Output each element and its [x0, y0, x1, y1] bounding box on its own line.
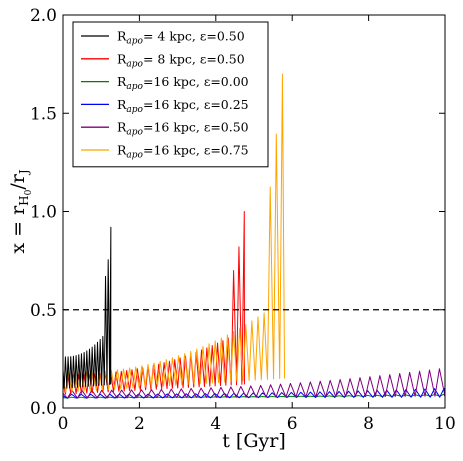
legend-label: Rapo=16 kpc, ε=0.50 [117, 120, 249, 138]
legend-label: Rapo=16 kpc, ε=0.25 [117, 97, 249, 115]
x-tick-label: 2 [134, 414, 145, 434]
legend-frame [72, 21, 269, 168]
x-tick-label: 4 [210, 414, 221, 434]
series-line-4 [62, 368, 446, 399]
y-axis-label: x = rH0/rJ [7, 169, 34, 253]
ticks-layer: 0 2 4 6 8 10 0.0 0.5 1.0 1.5 2.0 [30, 6, 456, 434]
x-tick-label: 0 [58, 414, 69, 434]
y-tick-label: 1.0 [30, 203, 57, 223]
legend-label: Rapo=16 kpc, ε=0.75 [117, 143, 249, 161]
x-tick-label: 6 [287, 414, 298, 434]
y-tick-label: 1.5 [30, 104, 57, 124]
series-layer [62, 73, 446, 399]
y-tick-label: 2.0 [30, 6, 57, 26]
x-tick-label: 8 [363, 414, 374, 434]
x-axis-label: t [Gyr] [222, 430, 286, 452]
legend-label: Rapo=16 kpc, ε=0.00 [117, 74, 249, 92]
legend: Rapo= 4 kpc, ε=0.50 Rapo= 8 kpc, ε=0.50 Ra… [72, 21, 269, 168]
legend-label: Rapo= 8 kpc, ε=0.50 [117, 51, 245, 69]
legend-label: Rapo= 4 kpc, ε=0.50 [117, 29, 245, 47]
y-tick-label: 0.5 [30, 301, 57, 321]
y-tick-label: 0.0 [30, 399, 57, 419]
series-line-0 [62, 226, 112, 389]
x-tick-label: 10 [434, 414, 456, 434]
